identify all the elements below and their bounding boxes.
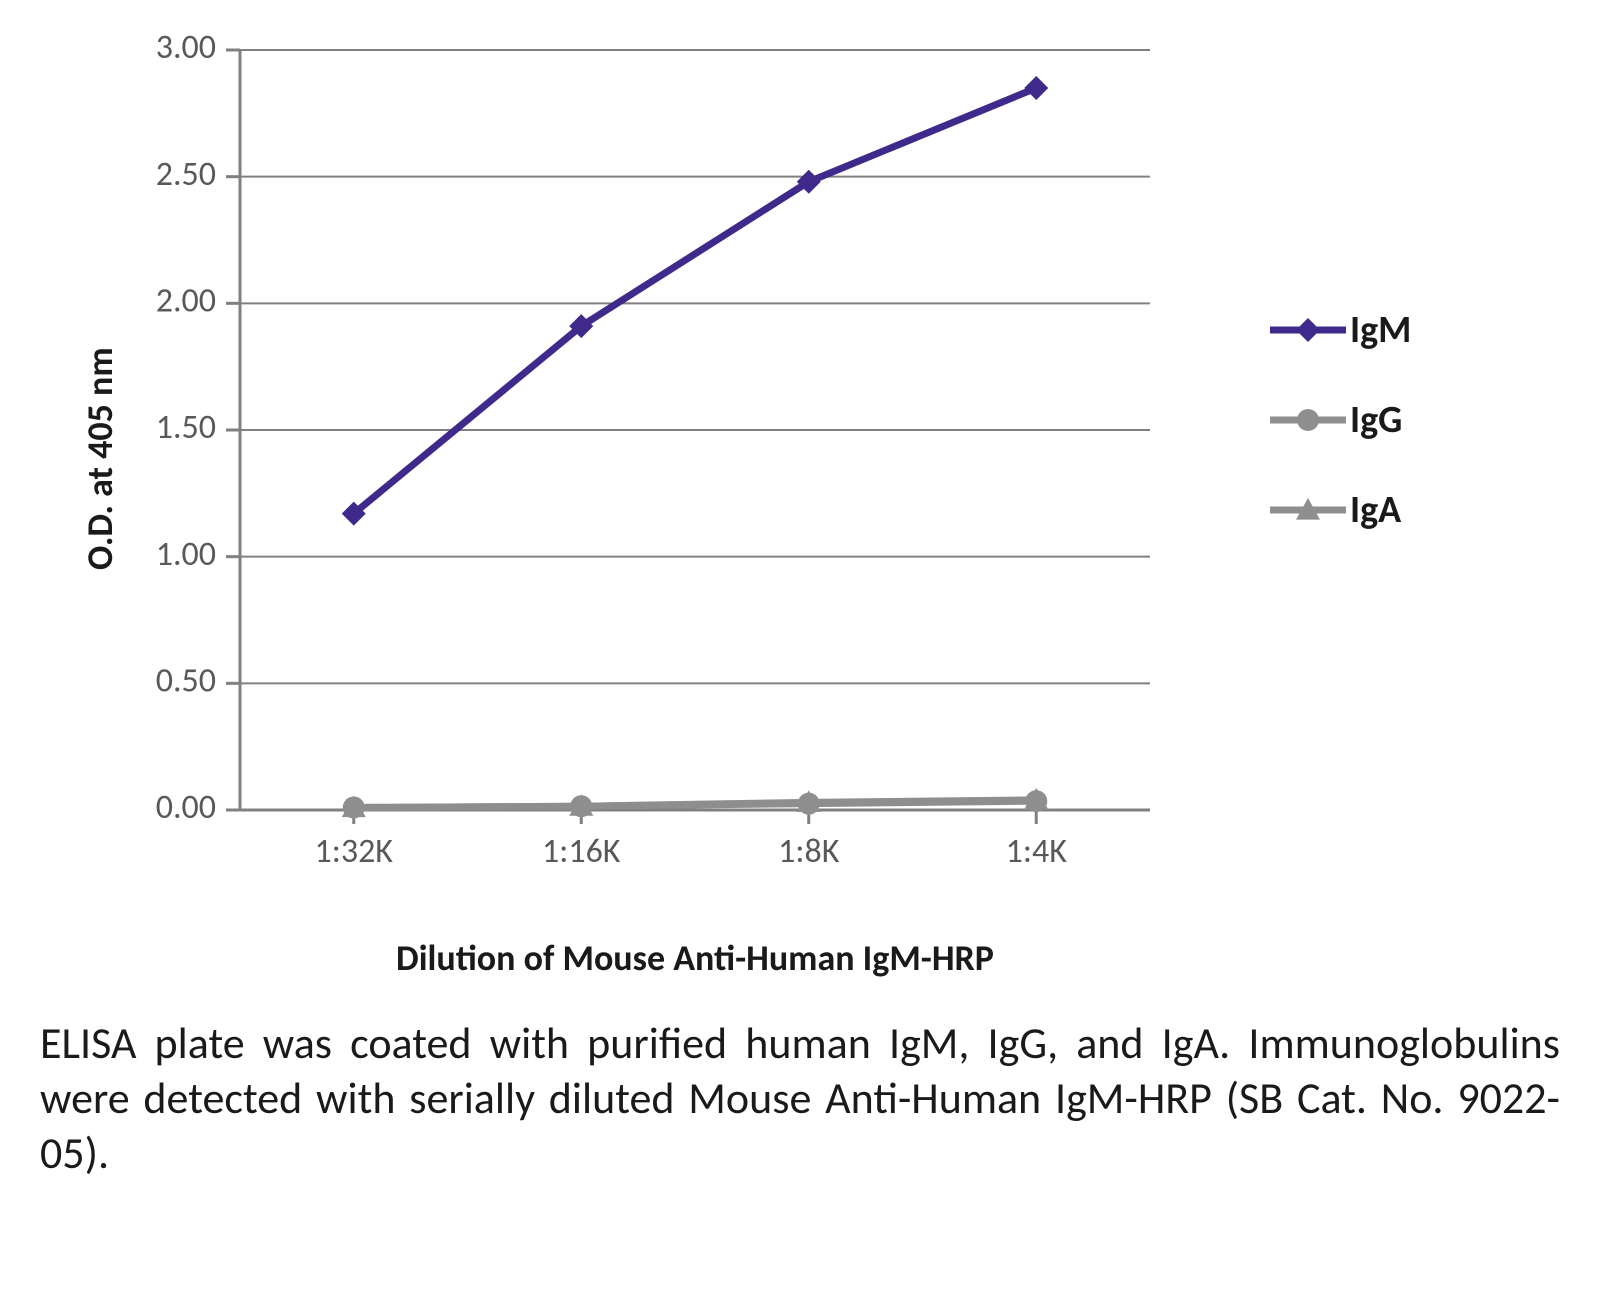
legend-label: IgA — [1350, 487, 1401, 533]
y-tick-label: 1.50 — [156, 407, 216, 448]
x-tick-label: 1:4K — [1006, 831, 1068, 872]
legend-label: IgM — [1350, 307, 1411, 353]
chart-row: O.D. at 405 nm 0.000.501.001.502.002.503… — [40, 30, 1574, 980]
legend-label: IgG — [1350, 397, 1402, 443]
legend-item-iga: IgA — [1270, 487, 1411, 533]
x-tick-label: 1:16K — [542, 831, 621, 872]
chart-block: O.D. at 405 nm 0.000.501.001.502.002.503… — [40, 30, 1180, 980]
y-tick-label: 0.00 — [156, 787, 216, 828]
y-tick-label: 3.00 — [156, 30, 216, 68]
x-axis-title: Dilution of Mouse Anti-Human IgM-HRP — [40, 936, 1180, 980]
x-tick-label: 1:32K — [315, 831, 394, 872]
y-axis-title: O.D. at 405 nm — [78, 0, 122, 570]
legend-item-igm: IgM — [1270, 307, 1411, 353]
triangle-icon — [1270, 495, 1346, 525]
legend-item-igg: IgG — [1270, 397, 1411, 443]
y-tick-label: 2.00 — [156, 280, 216, 321]
circle-icon — [1270, 405, 1346, 435]
figure-container: O.D. at 405 nm 0.00 0.50 1.00 1.50 2.00 2.50 3… — [0, 0, 1614, 1306]
x-tick-label: 1:8K — [778, 831, 840, 872]
y-tick-label: 2.50 — [156, 154, 216, 195]
line-chart: 0.00 0.50 1.00 1.50 2.00 2.50 3.00 1:32K 1:16K 1:… — [40, 30, 1180, 930]
diamond-icon — [1270, 315, 1346, 345]
legend: IgM IgG IgA — [1270, 30, 1411, 810]
figure-caption: ELISA plate was coated with purified hum… — [40, 1016, 1560, 1181]
y-tick-label: 0.50 — [156, 660, 216, 701]
y-tick-label: 1.00 — [156, 534, 216, 575]
